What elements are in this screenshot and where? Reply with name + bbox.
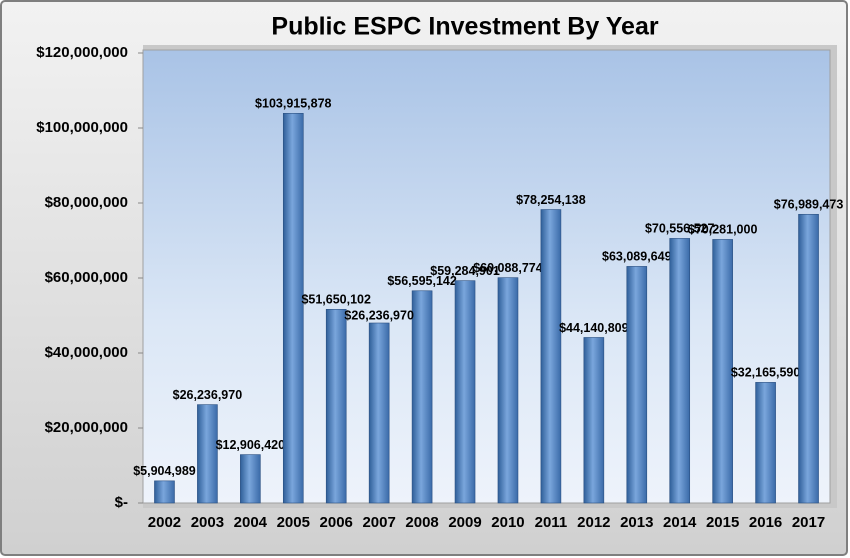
bar [325, 309, 347, 504]
bar [755, 382, 776, 504]
bar [197, 404, 218, 504]
value-label: $56,595,142 [387, 274, 457, 288]
bar [712, 239, 733, 504]
x-tick-label: 2003 [191, 514, 224, 531]
value-label: $32,165,590 [731, 366, 801, 380]
value-label: $12,906,420 [216, 438, 286, 452]
value-label: $60,088,774 [473, 261, 543, 275]
value-label: $70,556,527 [645, 222, 715, 236]
value-label: $44,140,809 [559, 321, 629, 335]
x-tick-label: 2010 [491, 514, 524, 531]
bar [282, 113, 304, 504]
x-tick-label: 2004 [234, 514, 268, 531]
y-tick-label: $40,000,000 [45, 344, 128, 361]
bar [540, 209, 562, 504]
x-tick-label: 2014 [663, 514, 697, 531]
value-label: $26,236,970 [173, 388, 243, 402]
bar [798, 213, 819, 504]
y-tick-label: $80,000,000 [45, 194, 128, 211]
y-tick-label: $20,000,000 [45, 419, 128, 436]
value-label: $51,650,102 [301, 293, 371, 307]
bar [497, 277, 519, 504]
bar [154, 480, 175, 504]
value-label: $59,284,901 [430, 264, 500, 278]
x-tick-label: 2007 [362, 514, 395, 531]
x-tick-label: 2006 [320, 514, 353, 531]
value-label: $78,254,138 [516, 193, 586, 207]
x-tick-label: 2005 [277, 514, 310, 531]
chart-title: Public ESPC Investment By Year [271, 13, 658, 41]
x-tick-label: 2013 [620, 514, 653, 531]
value-label: $63,089,649 [602, 250, 672, 264]
bar [368, 322, 390, 504]
x-tick-label: 2012 [577, 514, 610, 531]
y-tick-label: $100,000,000 [36, 119, 128, 136]
x-tick-label: 2011 [535, 514, 568, 531]
bar [454, 280, 476, 504]
bar [583, 337, 605, 504]
x-tick-label: 2008 [405, 514, 438, 531]
x-tick-label: 2015 [706, 514, 739, 531]
bar [240, 454, 261, 504]
x-tick-label: 2009 [448, 514, 481, 531]
y-tick-label: $120,000,000 [36, 44, 128, 61]
x-tick-label: 2016 [749, 514, 782, 531]
y-tick-label: $60,000,000 [45, 269, 128, 286]
value-label: $103,915,878 [255, 97, 332, 111]
x-tick-label: 2002 [148, 514, 181, 531]
x-tick-label: 2017 [792, 514, 825, 531]
bar [626, 266, 648, 504]
value-label: $5,904,989 [133, 464, 196, 478]
bar [669, 238, 691, 504]
value-label: $76,989,473 [774, 198, 844, 212]
bar [411, 290, 433, 504]
value-label: $70,281,000 [688, 223, 758, 237]
annotation: $26,236,970 [344, 308, 414, 322]
y-tick-label: $- [115, 494, 128, 511]
